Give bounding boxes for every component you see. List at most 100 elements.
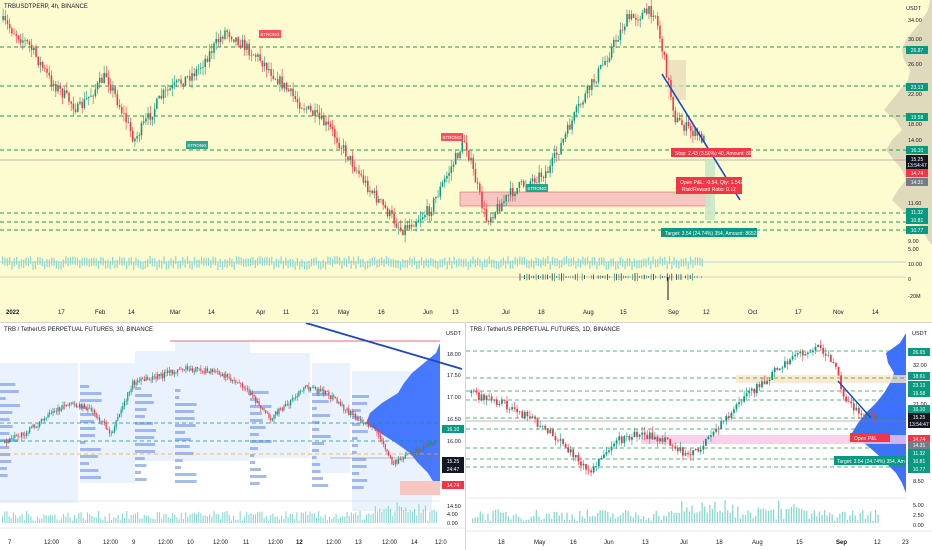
bl-candle — [88, 407, 91, 409]
bl-candle — [59, 407, 61, 411]
volume-bar — [291, 514, 294, 523]
top-candle — [208, 51, 211, 62]
volume-bar — [692, 259, 694, 268]
br-candle — [500, 399, 503, 404]
bl-candle — [122, 406, 124, 410]
br-candle — [529, 416, 531, 418]
bl-candle — [127, 392, 129, 401]
top-candle — [200, 67, 202, 69]
volume-bar — [97, 260, 100, 269]
br-time-tick: 12 — [874, 540, 881, 546]
br-time-tick: 23 — [902, 540, 909, 546]
session-profile-bar — [0, 446, 9, 449]
volume-bar — [383, 259, 385, 268]
volume-bar — [21, 513, 23, 523]
volume-bar — [140, 260, 142, 269]
top-candle — [443, 178, 446, 183]
bl-candle — [20, 432, 23, 437]
top-candle — [571, 120, 573, 130]
top-candle — [479, 183, 481, 192]
br-candle — [868, 410, 870, 412]
top-candle — [681, 120, 683, 126]
volume-bar — [15, 515, 17, 523]
volume-bar — [238, 256, 240, 265]
session-profile-bar — [135, 478, 147, 481]
top-candle — [195, 69, 198, 77]
bl-candle — [140, 378, 142, 382]
bl-candle — [419, 449, 421, 452]
volume-bar — [413, 256, 416, 265]
volume-bar — [271, 256, 273, 265]
volume-bar — [706, 512, 708, 523]
top-candle — [591, 79, 593, 90]
bl-candle — [175, 372, 177, 373]
top-candle — [226, 30, 228, 33]
volume-profile — [366, 343, 440, 493]
volume-bar — [65, 516, 67, 523]
br-price-badge-label: 14.74 — [913, 437, 926, 443]
bl-candle — [270, 417, 272, 421]
volume-bar — [687, 261, 689, 270]
volume-bar — [622, 258, 624, 267]
bl-candle — [393, 464, 395, 465]
volume-bar — [121, 257, 123, 266]
volume-bar — [864, 518, 866, 523]
bl-price-tick: 16.00 — [447, 439, 461, 445]
top-chart-pane[interactable]: TRBUSDTPERP, 4h, BINANCE STRONG STRONG STR… — [0, 0, 932, 322]
bottom-left-chart-pane[interactable]: TRB / TetherUS PERPETUAL FUTURES, 30, BI… — [0, 322, 466, 550]
volume-bar — [505, 512, 507, 523]
top-price-badge — [906, 161, 928, 169]
volume-bar — [128, 518, 130, 523]
bl-candle — [216, 371, 219, 373]
bl-candle — [35, 427, 37, 428]
bl-time-tick: 12:00 — [268, 540, 284, 546]
bl-candle — [153, 376, 155, 377]
volume-bar — [310, 258, 313, 267]
volume-bar — [872, 520, 874, 523]
bl-candle — [285, 404, 287, 406]
volume-bar — [196, 259, 198, 268]
bl-candle — [172, 369, 174, 375]
top-candle — [525, 185, 527, 187]
top-candle — [243, 39, 246, 50]
volume-bar — [591, 257, 593, 266]
volume-bar — [182, 256, 184, 265]
volume-bar — [334, 256, 336, 265]
bottom-right-chart-pane[interactable]: TRB / TetherUS PERPETUAL FUTURES, 1D, BI… — [466, 322, 932, 550]
volume-bar — [689, 256, 692, 265]
top-candle — [248, 43, 250, 56]
session-volume-box — [135, 351, 175, 461]
br-candle — [676, 448, 679, 452]
session-profile-bar — [352, 451, 357, 454]
top-candle — [204, 58, 206, 68]
volume-bar — [431, 510, 433, 523]
volume-bar — [867, 515, 869, 523]
volume-bar — [589, 516, 591, 523]
volume-bar — [601, 256, 603, 265]
volume-bar — [341, 260, 343, 269]
top-candle — [685, 121, 688, 131]
top-candle — [83, 99, 86, 108]
volume-bar — [213, 511, 215, 523]
volume-bar — [626, 258, 628, 267]
volume-bar — [41, 518, 43, 523]
top-candle — [68, 92, 70, 102]
volume-bar — [10, 518, 12, 523]
bl-candle — [193, 371, 195, 373]
loss-zone — [400, 481, 440, 495]
volume-bar — [357, 256, 359, 265]
session-profile-bar — [80, 420, 95, 423]
session-profile-bar — [352, 486, 364, 489]
top-candle — [114, 87, 116, 95]
target-label: Target: 3.54 (24.74%) 354, Am — [837, 459, 905, 465]
top-candle — [659, 25, 661, 39]
bl-candle — [64, 405, 66, 407]
volume-bar — [500, 259, 502, 268]
bl-candle — [233, 379, 235, 381]
top-candle — [555, 152, 558, 155]
volume-bar — [89, 514, 91, 523]
volume-bar — [212, 256, 214, 265]
bottom-left-chart-canvas[interactable]: USDT18.0017.5017.0016.5016.0015.5015.001… — [0, 323, 466, 550]
